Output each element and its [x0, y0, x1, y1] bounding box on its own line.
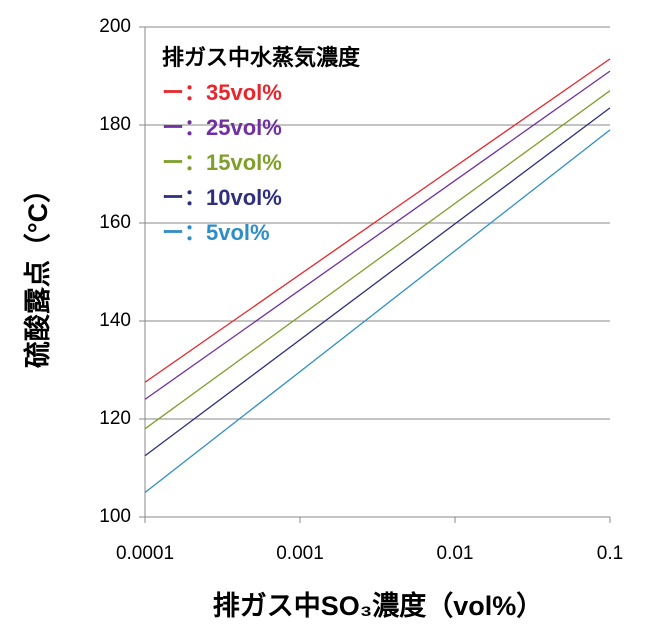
y-tick-label: 180	[99, 114, 131, 135]
series-line	[144, 70, 611, 400]
series-line	[144, 129, 611, 494]
x-tick-label: 0.1	[597, 543, 623, 564]
legend-entry: ー：10vol%	[162, 185, 282, 210]
legend-entry: ー：25vol%	[162, 115, 282, 140]
x-axis-title: 排ガス中SO₃濃度（vol%）	[213, 590, 544, 621]
x-tick-label: 0.01	[437, 543, 474, 564]
series-line	[144, 58, 611, 383]
y-tick-label: 100	[99, 506, 131, 527]
series-line	[144, 107, 611, 457]
legend-entry: ー：15vol%	[162, 150, 282, 175]
x-tick-label: 0.001	[276, 543, 324, 564]
y-tick-label: 200	[99, 16, 131, 37]
x-tick-label: 0.0001	[116, 543, 174, 564]
legend-entry: ー：5vol%	[162, 220, 270, 245]
y-tick-label: 160	[99, 212, 131, 233]
y-tick-label: 140	[99, 310, 131, 331]
y-tick-label: 120	[99, 408, 131, 429]
legend-title: 排ガス中水蒸気濃度	[162, 45, 361, 70]
series-line	[144, 90, 611, 430]
y-axis-title: 硫酸露点（°C）	[22, 176, 53, 368]
legend-entry: ー：35vol%	[162, 80, 282, 105]
